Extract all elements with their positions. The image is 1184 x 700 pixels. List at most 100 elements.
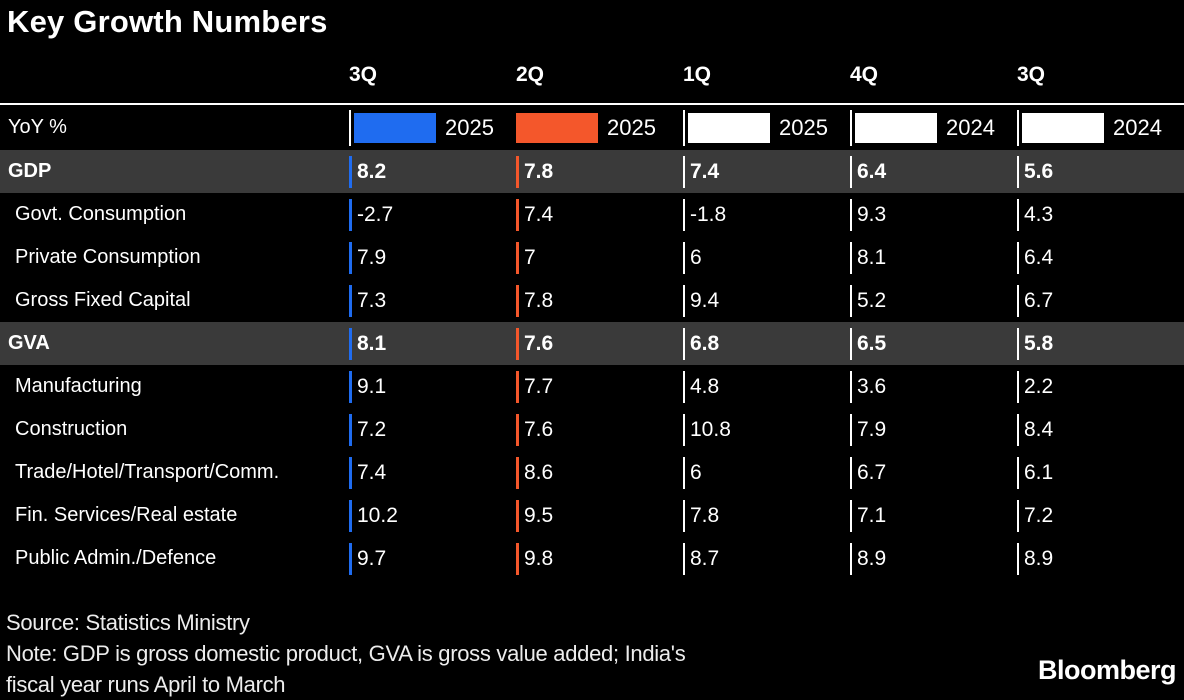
value-tick	[516, 413, 519, 446]
value-text: 7.6	[524, 331, 554, 355]
value-text: 7.2	[357, 417, 387, 441]
value-tick	[683, 499, 685, 532]
value-tick	[683, 284, 685, 317]
value-tick	[850, 499, 852, 532]
value-tick	[683, 155, 685, 188]
value-cell: 8.9	[1017, 537, 1053, 580]
value-tick	[349, 413, 352, 446]
value-tick	[1017, 370, 1019, 403]
value-text: 7.8	[524, 159, 554, 183]
value-text: 7.1	[857, 503, 887, 527]
value-text: 7.7	[524, 374, 554, 398]
value-text: 6.4	[1024, 245, 1054, 269]
legend-swatch	[516, 112, 598, 143]
quarter-header-3: 4Q	[850, 63, 879, 86]
value-text: 10.2	[357, 503, 398, 527]
value-tick	[683, 198, 685, 231]
value-text: 6.7	[1024, 288, 1054, 312]
value-cell: 7.6	[516, 322, 553, 365]
legend-swatch	[354, 112, 436, 143]
value-tick	[349, 456, 352, 489]
legend-year-label: 2025	[607, 114, 656, 140]
row-private-consumption: Private Consumption 7.9 7 6 8.1 6.4	[0, 236, 1184, 279]
value-text: 7.2	[1024, 503, 1054, 527]
value-cell: 7.3	[349, 279, 386, 322]
value-tick	[850, 327, 852, 360]
value-cell: 7.1	[850, 494, 886, 537]
quarter-header-4: 3Q	[1017, 63, 1046, 86]
value-text: 9.1	[357, 374, 387, 398]
row-label: Govt. Consumption	[15, 203, 187, 225]
value-text: 7.3	[357, 288, 387, 312]
value-cell: 7.9	[349, 236, 386, 279]
value-text: 4.8	[690, 374, 720, 398]
value-cell: 8.6	[516, 451, 553, 494]
value-text: 8.1	[357, 331, 387, 355]
row-public-admin-defence: Public Admin./Defence 9.7 9.8 8.7 8.9 8.9	[0, 537, 1184, 580]
value-cell: 6.5	[850, 322, 886, 365]
row-trade-hotel-transport-comm: Trade/Hotel/Transport/Comm. 7.4 8.6 6 6.7 6.1	[0, 451, 1184, 494]
row-fin-services-real-estate: Fin. Services/Real estate 10.2 9.5 7.8 7.1 7.…	[0, 494, 1184, 537]
value-text: 6.1	[1024, 460, 1054, 484]
row-gdp: GDP 8.2 7.8 7.4 6.4 5.6	[0, 150, 1184, 193]
value-cell: 6	[683, 451, 702, 494]
value-cell: 5.8	[1017, 322, 1053, 365]
legend-cell-3: 2024	[850, 105, 995, 150]
legend-swatch	[1022, 112, 1104, 143]
value-tick	[850, 198, 852, 231]
value-tick	[349, 155, 352, 188]
value-cell: -2.7	[349, 193, 393, 236]
value-text: 5.8	[1024, 331, 1054, 355]
value-tick	[349, 499, 352, 532]
legend-cell-4: 2024	[1017, 105, 1162, 150]
value-cell: 8.1	[850, 236, 886, 279]
value-cell: 5.2	[850, 279, 886, 322]
legend-year-label: 2024	[946, 114, 995, 140]
value-text: 7.9	[357, 245, 387, 269]
value-text: 9.3	[857, 202, 887, 226]
value-tick	[349, 370, 352, 403]
row-manufacturing: Manufacturing 9.1 7.7 4.8 3.6 2.2	[0, 365, 1184, 408]
value-text: 6	[690, 460, 702, 484]
value-cell: 7.6	[516, 408, 553, 451]
value-cell: 6.7	[850, 451, 886, 494]
note-text-line1: Note: GDP is gross domestic product, GVA…	[6, 641, 686, 666]
value-text: 8.9	[1024, 546, 1054, 570]
value-cell: 6.4	[1017, 236, 1053, 279]
value-tick	[1017, 499, 1019, 532]
header-divider	[0, 103, 1184, 105]
quarter-header-2: 1Q	[683, 63, 712, 86]
quarter-header-0: 3Q	[349, 63, 378, 86]
value-cell: 9.8	[516, 537, 553, 580]
value-text: 8.2	[357, 159, 387, 183]
value-tick	[516, 284, 519, 317]
row-label: GDP	[8, 160, 52, 182]
note-text-line2: fiscal year runs April to March	[6, 672, 286, 697]
bloomberg-logo: Bloomberg	[1037, 655, 1177, 685]
value-text: 6.5	[857, 331, 887, 355]
row-gross-fixed-capital: Gross Fixed Capital 7.3 7.8 9.4 5.2 6.7	[0, 279, 1184, 322]
value-tick	[683, 456, 685, 489]
value-tick	[1017, 241, 1019, 274]
value-tick	[1017, 456, 1019, 489]
value-tick	[850, 413, 852, 446]
value-tick	[683, 413, 685, 446]
value-text: 9.5	[524, 503, 554, 527]
value-text: 9.8	[524, 546, 554, 570]
table-body: GDP 8.2 7.8 7.4 6.4 5.6 Govt. Consumption -2.7 7…	[0, 150, 1184, 580]
row-gva: GVA 8.1 7.6 6.8 6.5 5.8	[0, 322, 1184, 365]
value-cell: 7.4	[516, 193, 553, 236]
value-text: -1.8	[690, 202, 727, 226]
value-text: 7	[524, 245, 536, 269]
row-label: Public Admin./Defence	[15, 547, 217, 569]
row-label: GVA	[8, 332, 50, 354]
legend-tick-icon	[349, 109, 351, 146]
value-tick	[516, 327, 519, 360]
value-cell: 7.8	[683, 494, 719, 537]
value-tick	[850, 241, 852, 274]
value-cell: 5.6	[1017, 150, 1053, 193]
row-label: Private Consumption	[15, 246, 201, 268]
legend-swatch	[855, 112, 937, 143]
value-cell: 7.2	[1017, 494, 1053, 537]
value-cell: 6.8	[683, 322, 719, 365]
